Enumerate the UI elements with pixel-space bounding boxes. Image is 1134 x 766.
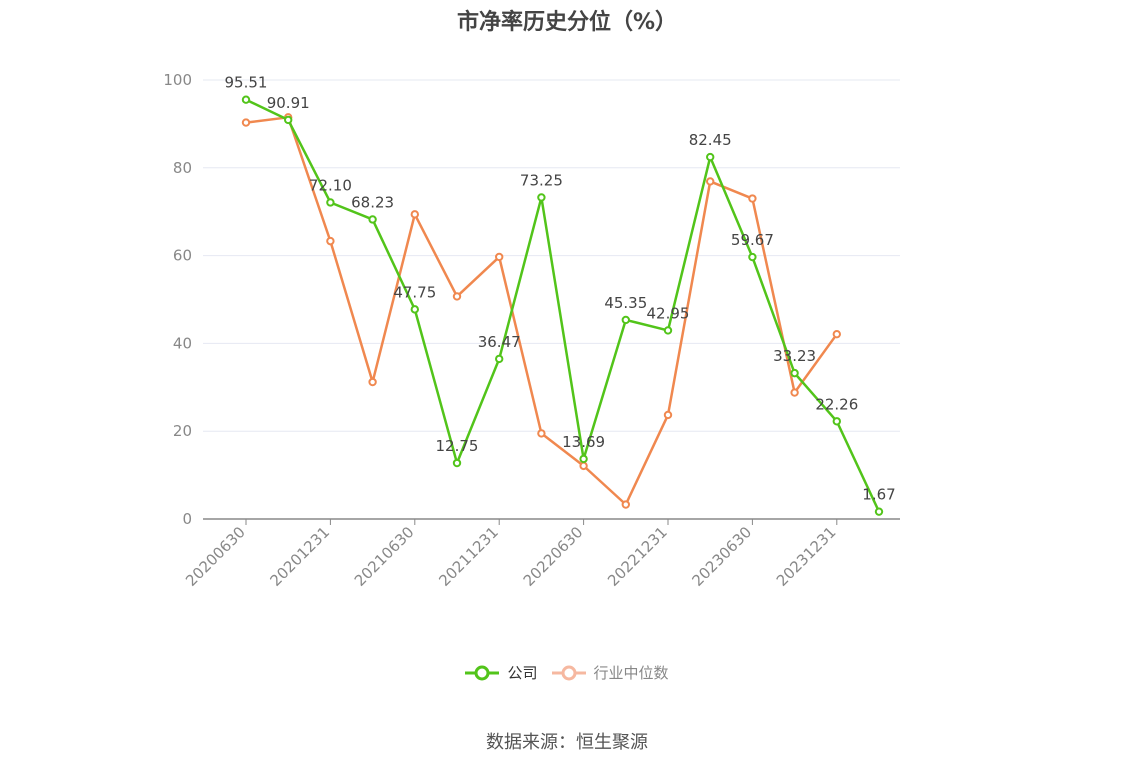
data-source: 数据来源：恒生聚源 (486, 732, 648, 753)
company-point (326, 198, 335, 207)
x-tick-label: 20221231 (604, 523, 671, 590)
company-point (284, 115, 293, 125)
company-point (537, 193, 546, 202)
y-tick-label: 100 (163, 71, 192, 89)
company-point (579, 454, 588, 464)
x-tick-label: 20230630 (689, 523, 756, 590)
axes: 0 20 40 60 80 100 20200630 20201231 20210630 2021… (163, 71, 900, 590)
company-data-label: 36.47 (478, 333, 521, 351)
x-tick-label: 20211231 (435, 523, 502, 590)
industry-point (495, 252, 504, 262)
company-data-label: 73.25 (520, 171, 563, 189)
industry-point (410, 210, 419, 219)
company-data-label: 22.26 (815, 395, 858, 413)
company-point (874, 507, 884, 516)
industry-point (832, 329, 841, 339)
legend-company-label: 公司 (507, 664, 538, 682)
industry-point (537, 429, 546, 438)
company-data-label: 42.95 (647, 304, 690, 322)
y-tick-label: 60 (173, 247, 192, 265)
company-data-label: 45.35 (604, 294, 647, 312)
y-tick-label: 0 (182, 510, 192, 528)
industry-point (663, 410, 673, 420)
industry-point (790, 388, 799, 397)
company-data-label: 12.75 (436, 437, 479, 455)
x-tick-label: 20220630 (520, 523, 587, 590)
company-data-label: 95.51 (225, 74, 268, 92)
company-data-label: 72.10 (309, 176, 352, 194)
company-data-label: 59.67 (731, 231, 774, 249)
industry-point (706, 177, 715, 186)
y-tick-label: 80 (173, 159, 192, 177)
x-tick-label: 20231231 (773, 523, 840, 590)
legend-item-industry[interactable]: 行业中位数 (551, 662, 669, 683)
company-data-label: 90.91 (267, 94, 310, 112)
y-tick-label: 40 (173, 334, 192, 352)
x-tick-label: 20200630 (182, 523, 249, 590)
company-point (241, 95, 251, 104)
company-data-label: 1.67 (862, 486, 895, 504)
legend-item-company[interactable]: 公司 (465, 662, 538, 683)
chart-plot: 0 20 40 60 80 100 20200630 20201231 20210630 2021… (163, 71, 900, 590)
company-data-label: 47.75 (393, 283, 436, 301)
x-tick-label: 20201231 (267, 523, 334, 590)
industry-point (621, 500, 630, 509)
company-data-label: 68.23 (351, 193, 394, 211)
y-tick-label: 20 (173, 422, 192, 440)
company-point (790, 368, 799, 378)
industry-point (748, 194, 757, 203)
company-point (748, 252, 757, 262)
x-tick-label: 20210630 (351, 523, 418, 590)
company-data-label: 82.45 (689, 131, 732, 149)
company-point (663, 326, 673, 335)
company-point (368, 215, 377, 224)
legend: 公司 行业中位数 (0, 662, 1134, 683)
company-series (241, 95, 884, 516)
company-point (410, 305, 419, 314)
company-data-label: 33.23 (773, 347, 816, 365)
legend-industry-line-icon (551, 665, 586, 680)
company-line (245, 98, 881, 513)
company-point (452, 458, 462, 468)
industry-point (241, 118, 251, 127)
company-point (706, 152, 715, 162)
industry-point (368, 377, 377, 387)
chart-title: 市净率历史分位（%） (456, 10, 678, 35)
legend-industry-label: 行业中位数 (593, 664, 669, 682)
industry-point (579, 461, 588, 471)
company-point (832, 417, 841, 426)
legend-company-line-icon (465, 665, 500, 680)
company-data-label: 13.69 (562, 433, 605, 451)
company-point (621, 315, 630, 325)
industry-point (326, 236, 335, 246)
industry-point (452, 292, 462, 301)
company-point (495, 354, 504, 364)
